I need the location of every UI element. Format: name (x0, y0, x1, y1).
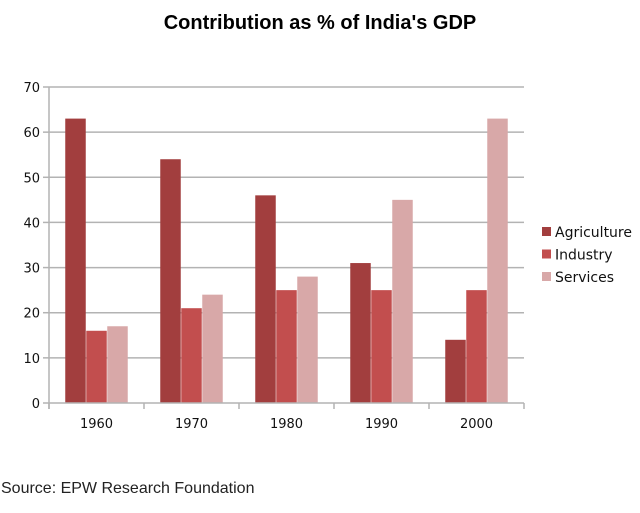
y-tick-label: 50 (23, 171, 40, 186)
bar-services-1980 (297, 276, 318, 403)
chart-title: Contribution as % of India's GDP (163, 12, 477, 34)
y-tick-label: 10 (23, 352, 40, 367)
bar-industry-1990 (371, 290, 392, 403)
bar-industry-2000 (466, 290, 487, 403)
x-tick-label: 2000 (460, 417, 493, 432)
x-tick-label: 1990 (365, 417, 398, 432)
y-tick-label: 40 (23, 216, 40, 231)
legend: Agriculture Industry Services (542, 225, 632, 286)
bar-industry-1960 (86, 330, 107, 403)
bar-industry-1970 (181, 308, 202, 403)
bar-services-1970 (202, 294, 223, 403)
bars (65, 118, 508, 403)
bar-services-1990 (392, 199, 413, 403)
legend-label-agriculture: Agriculture (555, 225, 632, 241)
x-tick-label: 1980 (270, 417, 303, 432)
x-tick-label: 1970 (175, 417, 208, 432)
bar-agriculture-1970 (160, 159, 181, 403)
legend-swatch-agriculture (542, 227, 551, 236)
x-tick-label: 1960 (80, 417, 113, 432)
y-tick-label: 30 (23, 262, 40, 277)
legend-label-industry: Industry (555, 248, 613, 264)
source-note: Source: EPW Research Foundation (1, 480, 255, 497)
bar-agriculture-1990 (350, 263, 371, 403)
y-tick-label: 60 (23, 126, 40, 141)
bar-agriculture-2000 (445, 339, 466, 403)
bar-agriculture-1960 (65, 118, 86, 403)
legend-swatch-services (542, 272, 551, 281)
bar-services-1960 (107, 326, 128, 403)
bar-industry-1980 (276, 290, 297, 403)
y-tick-label: 20 (23, 307, 40, 322)
axes: 0 10 20 30 40 50 60 70 1960 1970 1980 1990 2000 (23, 81, 525, 432)
y-tick-label: 70 (23, 81, 40, 96)
bar-services-2000 (487, 118, 508, 403)
y-tick-label: 0 (32, 397, 40, 412)
legend-swatch-industry (542, 249, 551, 259)
legend-label-services: Services (555, 270, 614, 286)
bar-agriculture-1980 (255, 195, 276, 403)
